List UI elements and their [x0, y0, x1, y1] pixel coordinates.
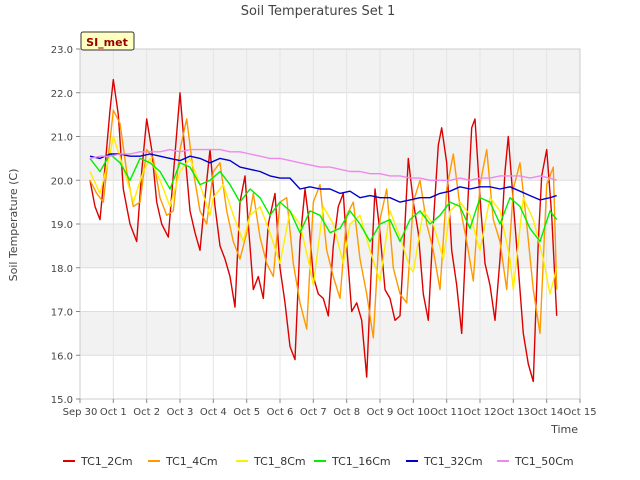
x-tick-label: Oct 3: [167, 407, 194, 418]
legend-label: TC1_32Cm: [423, 455, 483, 468]
x-tick-label: Oct 9: [367, 407, 394, 418]
y-tick-label: 17.0: [51, 308, 73, 319]
x-axis-ticks: Sep 30 Oct 1 Oct 2 Oct 3 Oct 4 Oct 5 Oct 6 Oct …: [63, 399, 597, 418]
x-tick-label: Oct 6: [267, 407, 294, 418]
legend-label: TC1_16Cm: [331, 455, 391, 468]
x-tick-label: Oct 14: [530, 407, 563, 418]
series-lines: [89, 78, 558, 383]
grid-band: [80, 311, 580, 356]
y-tick-label: 18.0: [51, 264, 73, 275]
y-tick-label: 19.0: [51, 220, 73, 231]
legend-label: TC1_4Cm: [165, 455, 218, 468]
y-tick-label: 15.0: [51, 395, 73, 406]
chart-title: Soil Temperatures Set 1: [241, 4, 396, 19]
series-line-tc1_32cm: [89, 153, 557, 203]
y-tick-label: 20.0: [51, 176, 73, 187]
x-tick-label: Oct 2: [133, 407, 160, 418]
series-line-tc1_16cm: [89, 153, 558, 243]
y-axis-ticks: 15.0 16.0 17.0 18.0 19.0 20.0 21.0 22.0 23.0: [51, 45, 80, 406]
legend-label: TC1_2Cm: [80, 455, 133, 468]
x-tick-label: Oct 11: [430, 407, 463, 418]
x-tick-label: Oct 1: [100, 407, 127, 418]
x-tick-label: Oct 12: [463, 407, 496, 418]
x-tick-label: Oct 5: [233, 407, 260, 418]
series-line-tc1_2cm: [89, 78, 558, 383]
grid-band: [80, 49, 580, 93]
y-tick-label: 21.0: [51, 133, 73, 144]
y-tick-label: 23.0: [51, 45, 73, 56]
x-axis-label: Time: [550, 423, 578, 436]
x-tick-label: Oct 4: [200, 407, 227, 418]
station-label: SI_met: [86, 36, 128, 49]
grid-band: [80, 136, 580, 181]
station-badge: SI_met: [80, 31, 135, 51]
y-axis-label: Soil Temperature (C): [7, 169, 20, 282]
y-tick-label: 16.0: [51, 351, 73, 362]
x-tick-label: Oct 7: [300, 407, 327, 418]
legend: TC1_2Cm TC1_4Cm TC1_8Cm TC1_16Cm TC1_32Cm TC1…: [63, 455, 574, 468]
x-tick-label: Oct 15: [563, 407, 596, 418]
y-tick-label: 22.0: [51, 89, 73, 100]
series-line-tc1_50cm: [89, 148, 557, 181]
legend-label: TC1_50Cm: [514, 455, 574, 468]
x-tick-label: Sep 30: [63, 407, 98, 418]
legend-label: TC1_8Cm: [253, 455, 306, 468]
x-tick-label: Oct 8: [333, 407, 360, 418]
series-line-tc1_8cm: [89, 135, 558, 295]
x-tick-label: Oct 13: [497, 407, 530, 418]
x-tick-label: Oct 10: [397, 407, 430, 418]
